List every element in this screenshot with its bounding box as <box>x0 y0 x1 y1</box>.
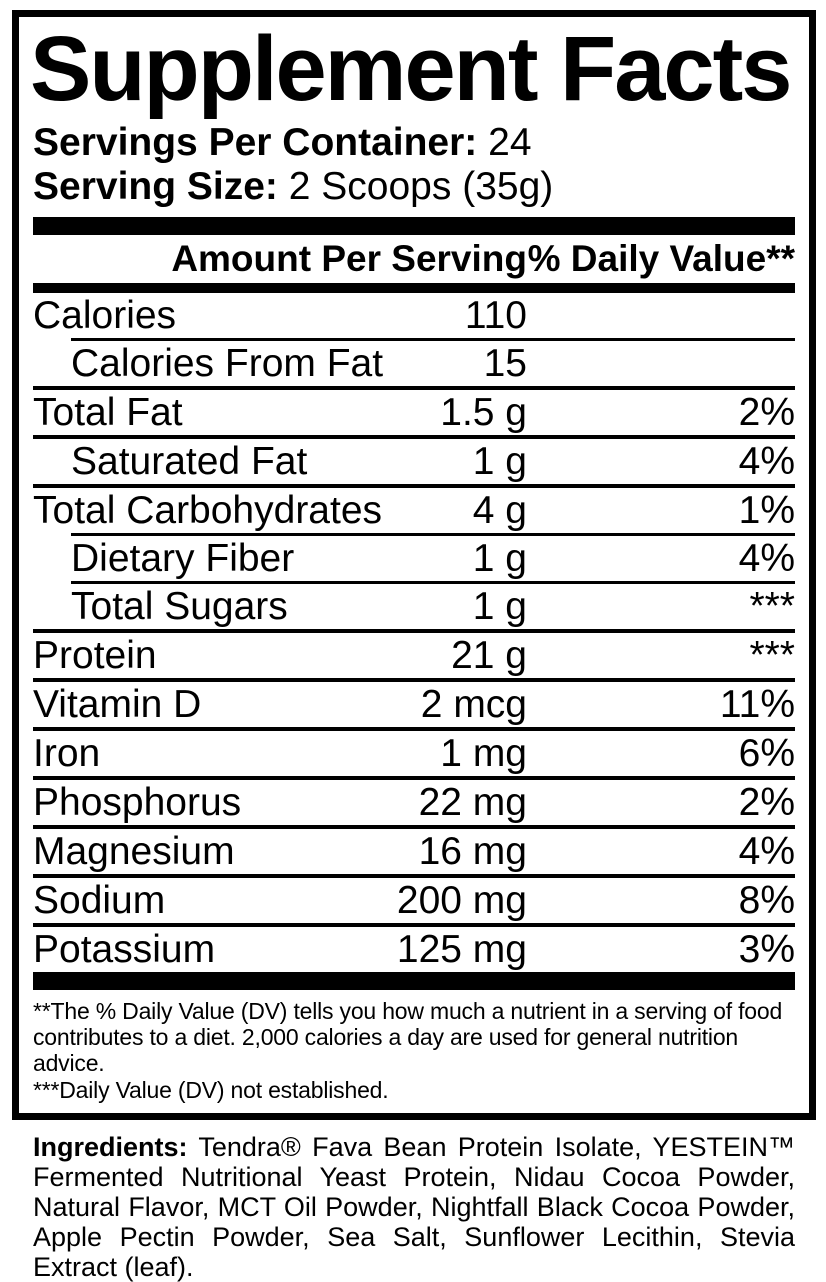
nutrient-daily-value: 4% <box>738 536 795 580</box>
nutrient-row: Total Carbohydrates 4 g 1% <box>33 488 795 533</box>
nutrient-row: Potassium 125 mg 3% <box>33 927 795 972</box>
nutrient-row: Dietary Fiber 1 g 4% <box>33 536 795 581</box>
row-separator <box>33 923 795 927</box>
nutrient-row: Calories From Fat 15 <box>33 341 795 386</box>
nutrient-name: Calories <box>33 293 177 337</box>
nutrient-amount: 1.5 g <box>440 390 527 434</box>
serving-size-label: Serving Size: <box>33 165 278 208</box>
supplement-label-page: Supplement Facts Servings Per Container:… <box>0 10 826 1282</box>
servings-per-container-value: 24 <box>488 121 532 164</box>
ingredients-label: Ingredients: <box>33 1132 188 1162</box>
nutrient-amount: 1 g <box>472 584 527 628</box>
nutrient-row: Protein 21 g *** <box>33 633 795 678</box>
header-separator <box>33 283 795 293</box>
nutrient-name: Total Carbohydrates <box>33 488 383 532</box>
nutrient-row: Vitamin D 2 mcg 11% <box>33 682 795 727</box>
divider-bar-top <box>33 217 795 235</box>
nutrient-amount: 15 <box>483 341 527 385</box>
footnotes: **The % Daily Value (DV) tells you how m… <box>33 998 795 1103</box>
nutrient-row: Saturated Fat 1 g 4% <box>33 439 795 484</box>
nutrient-amount: 200 mg <box>396 878 527 922</box>
nutrient-name: Saturated Fat <box>71 439 308 483</box>
ingredients-text: Ingredients: Tendra® Fava Bean Protein I… <box>33 1132 795 1282</box>
nutrient-amount: 21 g <box>451 633 527 677</box>
nutrient-amount: 4 g <box>472 488 527 532</box>
nutrient-name: Total Sugars <box>71 584 288 628</box>
row-separator <box>33 435 795 439</box>
amount-per-serving-header: Amount Per Serving <box>171 238 527 279</box>
nutrient-daily-value: 2% <box>738 390 795 434</box>
nutrient-name: Protein <box>33 633 157 677</box>
nutrient-name: Potassium <box>33 927 216 971</box>
nutrient-amount: 16 mg <box>418 829 527 873</box>
row-separator <box>33 678 795 682</box>
row-separator <box>33 825 795 829</box>
nutrient-name: Calories From Fat <box>71 341 384 385</box>
nutrient-name: Magnesium <box>33 829 235 873</box>
nutrient-row: Calories 110 <box>33 293 795 338</box>
table-header-row: Amount Per Serving % Daily Value** <box>33 235 795 283</box>
row-separator <box>71 581 795 584</box>
nutrient-amount: 22 mg <box>418 780 527 824</box>
nutrient-name: Dietary Fiber <box>71 536 295 580</box>
servings-per-container-line: Servings Per Container: 24 <box>33 121 795 165</box>
row-separator <box>33 386 795 390</box>
nutrient-row: Total Fat 1.5 g 2% <box>33 390 795 435</box>
nutrient-row: Total Sugars 1 g *** <box>33 584 795 629</box>
nutrient-daily-value: *** <box>749 633 795 677</box>
not-established-footnote: ***Daily Value (DV) not established. <box>33 1077 389 1103</box>
nutrient-name: Iron <box>33 731 101 775</box>
nutrient-daily-value: 4% <box>738 439 795 483</box>
supplement-facts-panel: Supplement Facts Servings Per Container:… <box>12 10 816 1120</box>
serving-size-value: 2 Scoops (35g) <box>288 165 554 208</box>
nutrient-daily-value: 4% <box>738 829 795 873</box>
nutrient-name: Sodium <box>33 878 166 922</box>
nutrient-name: Total Fat <box>33 390 183 434</box>
nutrient-daily-value: 6% <box>738 731 795 775</box>
nutrient-daily-value: 8% <box>738 878 795 922</box>
nutrient-daily-value: *** <box>749 584 795 628</box>
nutrient-daily-value: 1% <box>738 488 795 532</box>
divider-bar-bottom <box>33 972 795 990</box>
nutrient-amount: 125 mg <box>396 927 527 971</box>
nutrient-rows: Calories 110 Calories From Fat 15 Total Fat 1… <box>33 293 795 972</box>
daily-value-footnote: **The % Daily Value (DV) tells you how m… <box>33 998 783 1076</box>
row-separator <box>33 484 795 488</box>
daily-value-header: % Daily Value** <box>527 238 795 279</box>
nutrient-amount: 110 <box>464 293 527 337</box>
row-separator <box>33 776 795 780</box>
nutrient-daily-value: 2% <box>738 780 795 824</box>
row-separator <box>33 727 795 731</box>
nutrient-amount: 1 mg <box>440 731 527 775</box>
nutrient-amount: 2 mcg <box>420 682 527 726</box>
serving-size-line: Serving Size: 2 Scoops (35g) <box>33 165 795 209</box>
row-separator <box>33 874 795 878</box>
nutrient-row: Magnesium 16 mg 4% <box>33 829 795 874</box>
nutrient-daily-value: 3% <box>738 927 795 971</box>
nutrient-amount: 1 g <box>472 536 527 580</box>
nutrient-row: Phosphorus 22 mg 2% <box>33 780 795 825</box>
nutrient-amount: 1 g <box>472 439 527 483</box>
nutrient-daily-value: 11% <box>719 682 795 726</box>
nutrient-name: Phosphorus <box>33 780 242 824</box>
nutrient-row: Iron 1 mg 6% <box>33 731 795 776</box>
panel-title: Supplement Facts <box>30 18 792 120</box>
nutrient-row: Sodium 200 mg 8% <box>33 878 795 923</box>
row-separator <box>71 338 795 341</box>
row-separator <box>71 533 795 536</box>
servings-per-container-label: Servings Per Container: <box>33 121 478 164</box>
row-separator <box>33 629 795 633</box>
nutrient-name: Vitamin D <box>33 682 202 726</box>
